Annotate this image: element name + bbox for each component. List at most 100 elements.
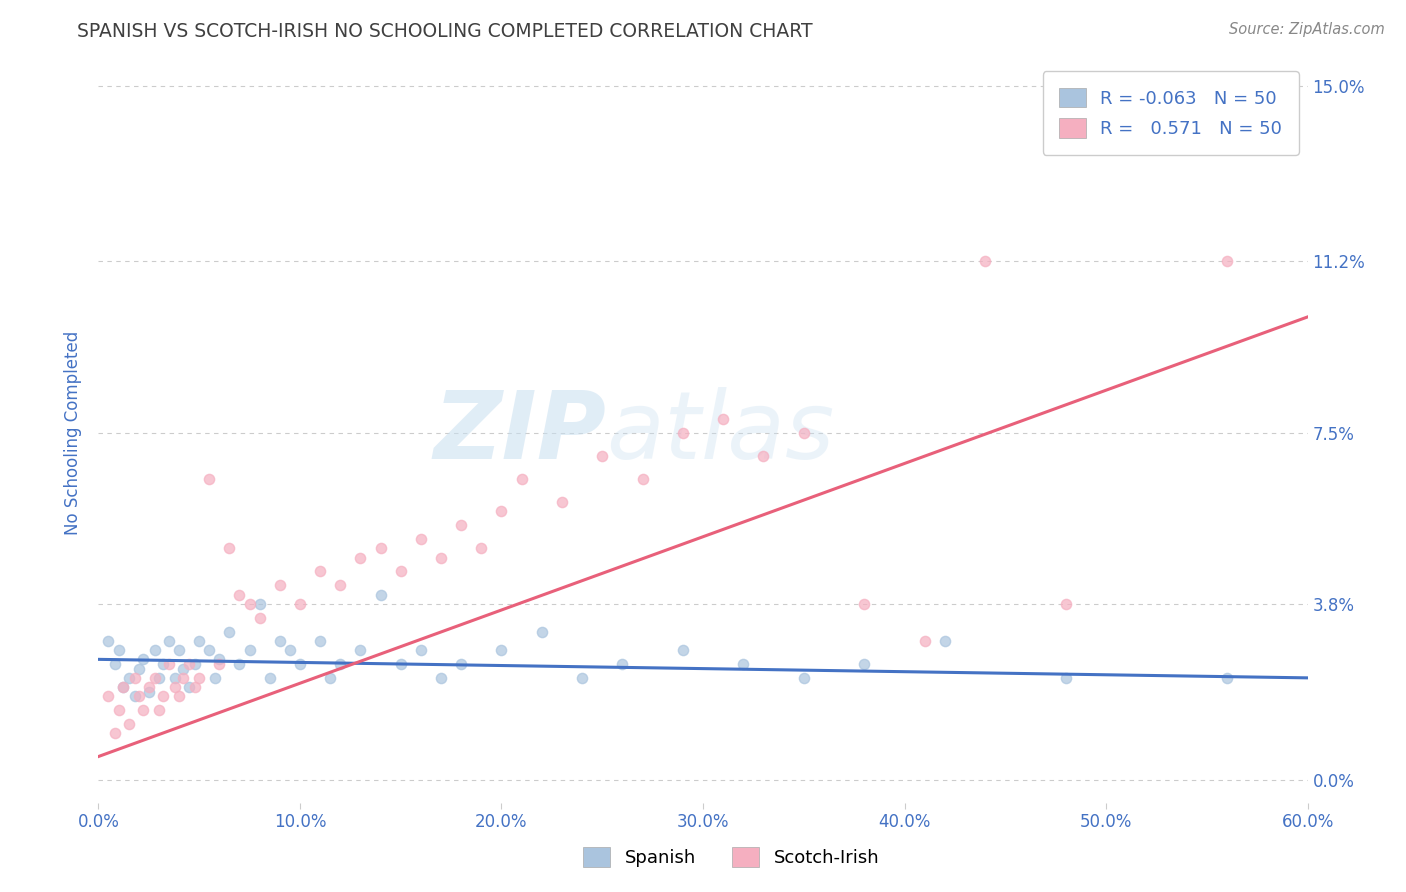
Point (249, 610, 271, 624)
Point (491, 643, 513, 657)
Point (672, 425, 695, 440)
Point (409, 643, 432, 657)
Point (184, 657, 207, 671)
Point (167, 690, 190, 704)
Point (198, 472, 221, 486)
Point (269, 578, 291, 592)
Text: ZIP: ZIP (433, 386, 606, 479)
Point (103, 726, 125, 740)
Point (132, 703, 155, 717)
Point (853, 657, 876, 671)
Point (288, 657, 311, 671)
Point (132, 652, 155, 666)
Point (370, 541, 392, 556)
Point (269, 633, 291, 648)
Point (591, 449, 613, 463)
Point (853, 597, 876, 611)
Point (157, 657, 180, 671)
Point (172, 662, 194, 676)
Point (208, 657, 231, 671)
Point (239, 643, 262, 657)
Point (510, 472, 533, 486)
Point (672, 643, 695, 657)
Point (128, 690, 150, 704)
Point (1216, 671, 1239, 685)
Point (148, 703, 170, 717)
Point (167, 643, 190, 657)
Point (107, 703, 129, 717)
Point (329, 578, 352, 592)
Point (218, 624, 240, 639)
Point (278, 643, 301, 657)
Point (309, 565, 332, 579)
Point (259, 671, 281, 685)
Point (124, 671, 146, 685)
Text: Source: ZipAtlas.com: Source: ZipAtlas.com (1229, 22, 1385, 37)
Point (188, 633, 211, 648)
Point (218, 541, 240, 556)
Point (249, 597, 271, 611)
Point (752, 449, 775, 463)
Point (733, 657, 755, 671)
Point (1054, 671, 1077, 685)
Point (239, 597, 262, 611)
Point (551, 495, 574, 509)
Point (711, 411, 734, 425)
Point (111, 680, 134, 694)
Point (1216, 254, 1239, 268)
Point (349, 550, 371, 565)
Point (184, 680, 207, 694)
Point (974, 254, 997, 268)
Text: atlas: atlas (606, 387, 835, 478)
Point (118, 671, 141, 685)
Point (914, 633, 936, 648)
Point (309, 633, 332, 648)
Point (97, 633, 120, 648)
Point (107, 643, 129, 657)
Point (111, 680, 134, 694)
Point (430, 671, 453, 685)
Point (571, 671, 593, 685)
Text: SPANISH VS SCOTCH-IRISH NO SCHOOLING COMPLETED CORRELATION CHART: SPANISH VS SCOTCH-IRISH NO SCHOOLING COM… (77, 22, 813, 41)
Point (163, 680, 186, 694)
Point (228, 588, 250, 602)
Point (228, 657, 250, 671)
Point (389, 657, 412, 671)
Point (143, 643, 166, 657)
Point (179, 680, 201, 694)
Point (179, 657, 201, 671)
Point (124, 690, 146, 704)
Point (97, 690, 120, 704)
Point (138, 685, 160, 699)
Point (793, 425, 815, 440)
Point (370, 588, 392, 602)
Point (152, 690, 174, 704)
Legend: R = -0.063   N = 50, R =   0.571   N = 50: R = -0.063 N = 50, R = 0.571 N = 50 (1043, 71, 1299, 154)
Point (1054, 597, 1077, 611)
Point (450, 657, 472, 671)
Point (138, 680, 160, 694)
Point (329, 657, 352, 671)
Point (389, 565, 412, 579)
Point (450, 518, 472, 533)
Point (163, 671, 186, 685)
Point (612, 657, 634, 671)
Point (319, 671, 342, 685)
Point (172, 671, 194, 685)
Point (103, 657, 125, 671)
Legend: Spanish, Scotch-Irish: Spanish, Scotch-Irish (576, 839, 886, 874)
Y-axis label: No Schooling Completed: No Schooling Completed (65, 331, 83, 534)
Point (934, 633, 956, 648)
Point (204, 671, 226, 685)
Point (148, 671, 170, 685)
Point (128, 662, 150, 676)
Point (143, 671, 166, 685)
Point (198, 643, 221, 657)
Point (152, 657, 174, 671)
Point (409, 532, 432, 546)
Point (288, 597, 311, 611)
Point (430, 550, 453, 565)
Point (188, 671, 211, 685)
Point (118, 717, 141, 731)
Point (631, 472, 654, 486)
